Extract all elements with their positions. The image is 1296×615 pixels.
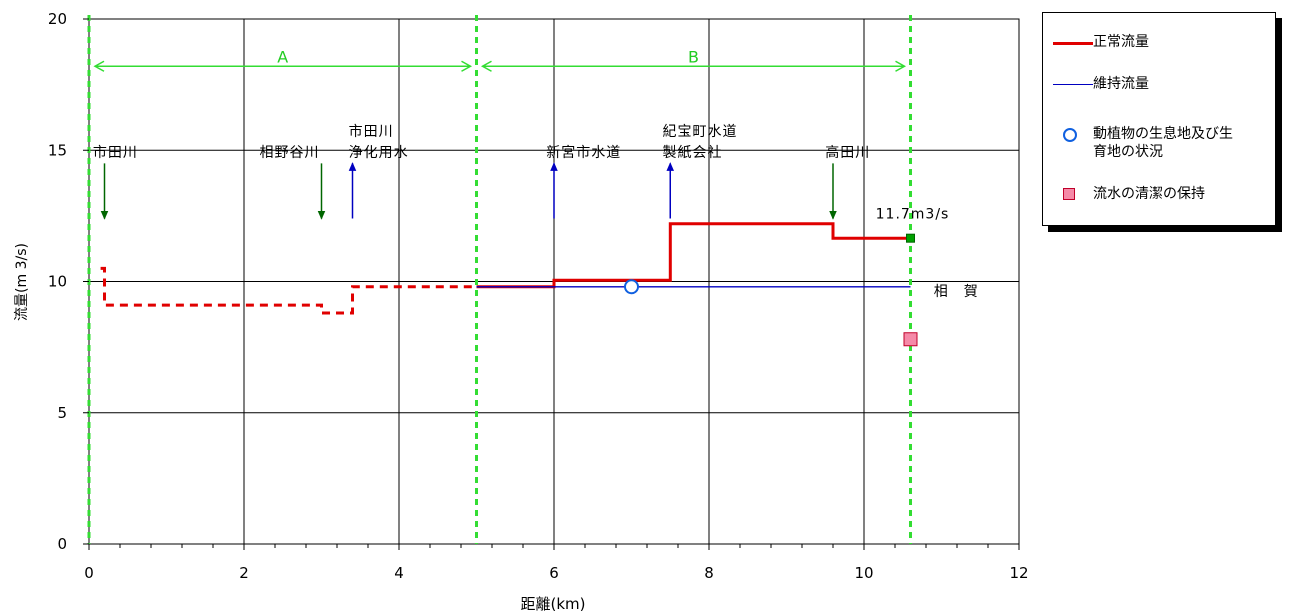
annotation-label: 浄化用水 (349, 145, 409, 161)
section-label: A (277, 47, 288, 66)
section-label: B (688, 47, 699, 66)
annotation-label: 新宮市水道 (546, 144, 621, 161)
legend-line-red (1053, 42, 1093, 45)
annotation-label: 製紙会社 (663, 145, 723, 161)
habitat-marker (624, 279, 639, 295)
x-tick-label: 4 (394, 564, 404, 582)
square-icon (1063, 188, 1075, 200)
legend-line-blue (1053, 84, 1093, 85)
y-tick-label: 5 (57, 404, 67, 422)
x-tick-label: 0 (84, 564, 94, 582)
legend-label: 正常流量 (1093, 34, 1149, 50)
section-boundaries (87, 15, 912, 544)
section-arrowhead-right (461, 60, 473, 72)
arrowhead (317, 211, 326, 220)
x-tick-label: 12 (1009, 564, 1028, 582)
x-tick-label: 2 (239, 564, 249, 582)
annotation-label: 紀宝町水道 (663, 124, 738, 140)
y-tick-label: 10 (48, 273, 67, 291)
y-tick-label: 20 (48, 10, 67, 28)
section-arrowhead-left (480, 60, 492, 72)
x-axis-label: 距離(km) (520, 595, 585, 613)
markers (624, 233, 918, 347)
circle-icon (1063, 128, 1077, 142)
y-axis-label: 流量(m 3/s) (14, 243, 30, 321)
section-arrowhead-right (895, 60, 907, 72)
section-arrowhead-left (93, 60, 105, 72)
legend-label: 維持流量 (1093, 76, 1149, 92)
arrowhead (666, 162, 675, 171)
annotation-label: 高田川 (825, 144, 870, 161)
annotation-label: 市田川 (93, 144, 138, 161)
endpoint-marker (906, 233, 915, 243)
legend-label: 流水の清潔の保持 (1093, 186, 1205, 202)
legend: 正常流量 維持流量 動植物の生息地及び生 育地の状況 流水の清潔の保持 (1042, 12, 1276, 226)
annotation-label: 市田川 (349, 123, 394, 140)
water-quality-marker (903, 332, 918, 347)
annotation-label: 11.7m3/s (876, 207, 950, 223)
arrowhead (100, 211, 109, 220)
legend-label: 動植物の生息地及び生 育地の状況 (1093, 126, 1233, 160)
annotation-label: 相 賀 (934, 284, 979, 300)
arrowhead (829, 211, 837, 220)
y-tick-label: 0 (57, 535, 67, 553)
tick-labels: 0 2 4 6 8 10 12 0 5 10 15 20 (48, 10, 1029, 582)
series-lines (100, 222, 911, 315)
x-tick-label: 10 (854, 564, 873, 582)
normal-flow-line (476, 222, 911, 289)
y-tick-label: 15 (48, 141, 67, 159)
x-tick-label: 6 (549, 564, 559, 582)
normal-flow-line (100, 266, 477, 315)
inflow-outflow-arrows (100, 162, 837, 220)
x-tick-label: 8 (704, 564, 714, 582)
arrowhead (550, 162, 558, 171)
arrowhead (348, 162, 357, 171)
annotation-label: 相野谷川 (260, 145, 320, 161)
